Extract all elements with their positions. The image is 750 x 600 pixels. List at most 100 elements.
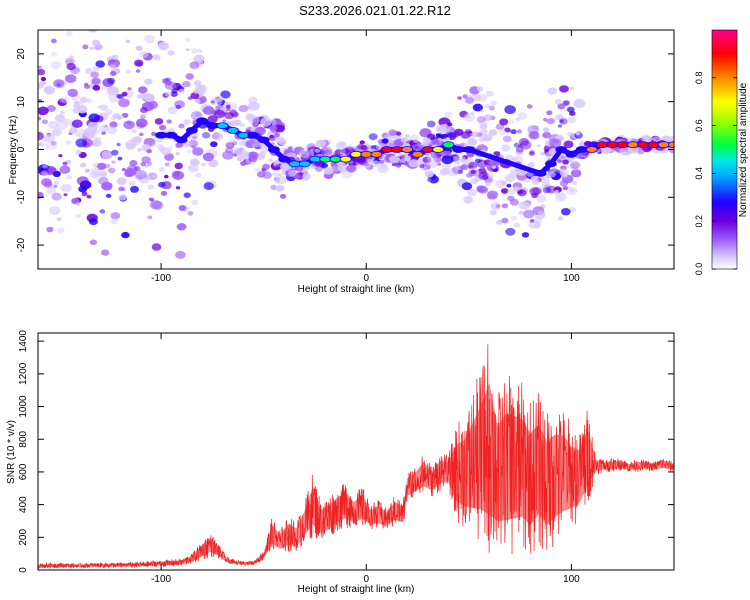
spectrogram-cell xyxy=(147,184,155,190)
spectrogram-cell xyxy=(178,123,185,129)
spectrogram-cell xyxy=(315,166,323,172)
spectrogram-cell xyxy=(128,180,136,187)
spectrogram-cell xyxy=(44,133,56,143)
spectrogram-cell xyxy=(338,164,348,173)
y-tick-label: 0 xyxy=(18,567,29,573)
spectrogram-cell xyxy=(158,167,165,172)
spectrogram-cell xyxy=(151,142,157,147)
spectrogram-cell xyxy=(81,191,88,197)
spectrogram-cell xyxy=(208,159,219,168)
spectrogram-cell xyxy=(459,157,466,162)
snr-x-label: Height of straight line (km) xyxy=(298,584,415,595)
spectrogram-cell xyxy=(488,105,495,111)
spectrogram-cell xyxy=(259,151,267,157)
ridge-point xyxy=(165,131,178,139)
spectrogram-cell xyxy=(87,121,99,130)
spectrogram-cell xyxy=(118,98,130,108)
spectrogram-cell xyxy=(531,175,538,182)
spectrogram-cell xyxy=(60,183,72,193)
spectrogram-cell xyxy=(533,223,541,229)
spectrogram-cell xyxy=(359,140,365,145)
spectrogram-cell xyxy=(431,138,440,145)
spectrogram-cell xyxy=(485,181,492,187)
colorbar: 0.0 0.2 0.4 0.6 0.8 Normalized spectral ampl… xyxy=(694,29,749,275)
spectrogram-cell xyxy=(515,149,524,156)
spectrogram-cell xyxy=(476,185,486,193)
spectrogram-cell xyxy=(518,210,524,215)
spectrogram-cell xyxy=(187,211,194,216)
spectrogram-cell xyxy=(427,154,438,163)
spectrogram-cell xyxy=(144,93,155,102)
spectrogram-cell xyxy=(245,129,251,133)
spectrogram-cell xyxy=(560,155,565,160)
spectrogram-cell xyxy=(517,189,527,197)
spectrogram-cell xyxy=(85,67,93,74)
spectrogram-cell xyxy=(518,201,530,210)
spectrogram-cell xyxy=(484,103,490,109)
ridge-point xyxy=(226,126,239,134)
spectrogram-cell xyxy=(125,69,132,75)
x-tick-label: -100 xyxy=(151,273,171,284)
spectrogram-cell xyxy=(129,160,138,167)
spectrogram-cell xyxy=(557,216,564,221)
spectrogram-cell xyxy=(118,186,125,192)
spectrogram-cell xyxy=(460,164,469,171)
spectrogram-cell xyxy=(116,177,127,185)
x-tick-label: 100 xyxy=(563,273,580,284)
spectrogram-cell xyxy=(504,173,516,183)
spectrogram-cell xyxy=(198,84,208,92)
spectrogram-cell xyxy=(123,120,135,130)
figure-title: S233.2026.021.01.22.R12 xyxy=(299,3,451,18)
spectrogram-cell xyxy=(151,200,164,210)
spectrogram-cell xyxy=(506,183,512,188)
spectrogram-cell xyxy=(569,86,575,91)
spectrogram-cell xyxy=(479,128,488,135)
spectrogram-cell xyxy=(147,215,153,220)
spectrogram-cell xyxy=(467,138,478,146)
ridge-point xyxy=(647,141,660,149)
spectrogram-cell xyxy=(561,208,571,216)
spectrogram-cell xyxy=(566,106,575,113)
spectrogram-cell xyxy=(58,98,64,103)
spectrogram-cell xyxy=(518,144,523,148)
spectrogram-cell xyxy=(85,131,96,139)
spectrogram-cell xyxy=(44,181,53,188)
spectrogram-cell xyxy=(192,135,197,140)
spectrogram-x-label: Height of straight line (km) xyxy=(298,284,415,295)
spectrogram-cell xyxy=(412,138,419,143)
ridge-point xyxy=(360,150,373,158)
spectrogram-cell xyxy=(109,64,116,70)
spectrogram-cell xyxy=(512,157,519,162)
spectrogram-cell xyxy=(499,118,509,126)
spectrogram-cell xyxy=(571,181,578,186)
ridge-point xyxy=(196,117,209,125)
spectrogram-cell xyxy=(368,158,374,164)
spectrogram-cell xyxy=(515,146,525,153)
spectrogram-cell xyxy=(88,218,98,226)
spectrogram-cell xyxy=(88,113,100,123)
spectrogram-cell xyxy=(436,124,447,133)
spectrogram-cell xyxy=(546,185,557,194)
spectrogram-cell xyxy=(513,142,520,148)
spectrogram-cell xyxy=(516,129,522,134)
spectrogram-cell xyxy=(51,128,62,137)
snr-series xyxy=(38,344,674,570)
spectrogram-cell xyxy=(541,176,550,184)
spectrogram-cell xyxy=(270,184,278,191)
spectrogram-cell xyxy=(175,151,180,156)
spectrogram-cell xyxy=(238,104,249,113)
spectrogram-cell xyxy=(501,217,509,224)
spectrogram-cell xyxy=(542,127,550,133)
spectrogram-cell xyxy=(146,161,153,166)
spectrogram-cell xyxy=(174,100,186,109)
x-tick-label: 100 xyxy=(563,574,580,585)
spectrogram-cell xyxy=(557,124,563,128)
spectrogram-cell xyxy=(506,188,516,196)
spectrogram-cell xyxy=(523,178,531,184)
spectrogram-cell xyxy=(483,114,492,121)
spectrogram-cell xyxy=(563,140,574,149)
spectrogram-cell xyxy=(460,131,471,139)
spectrogram-cell xyxy=(38,142,44,147)
spectrogram-cell xyxy=(510,215,518,221)
spectrogram-cell xyxy=(47,120,59,129)
